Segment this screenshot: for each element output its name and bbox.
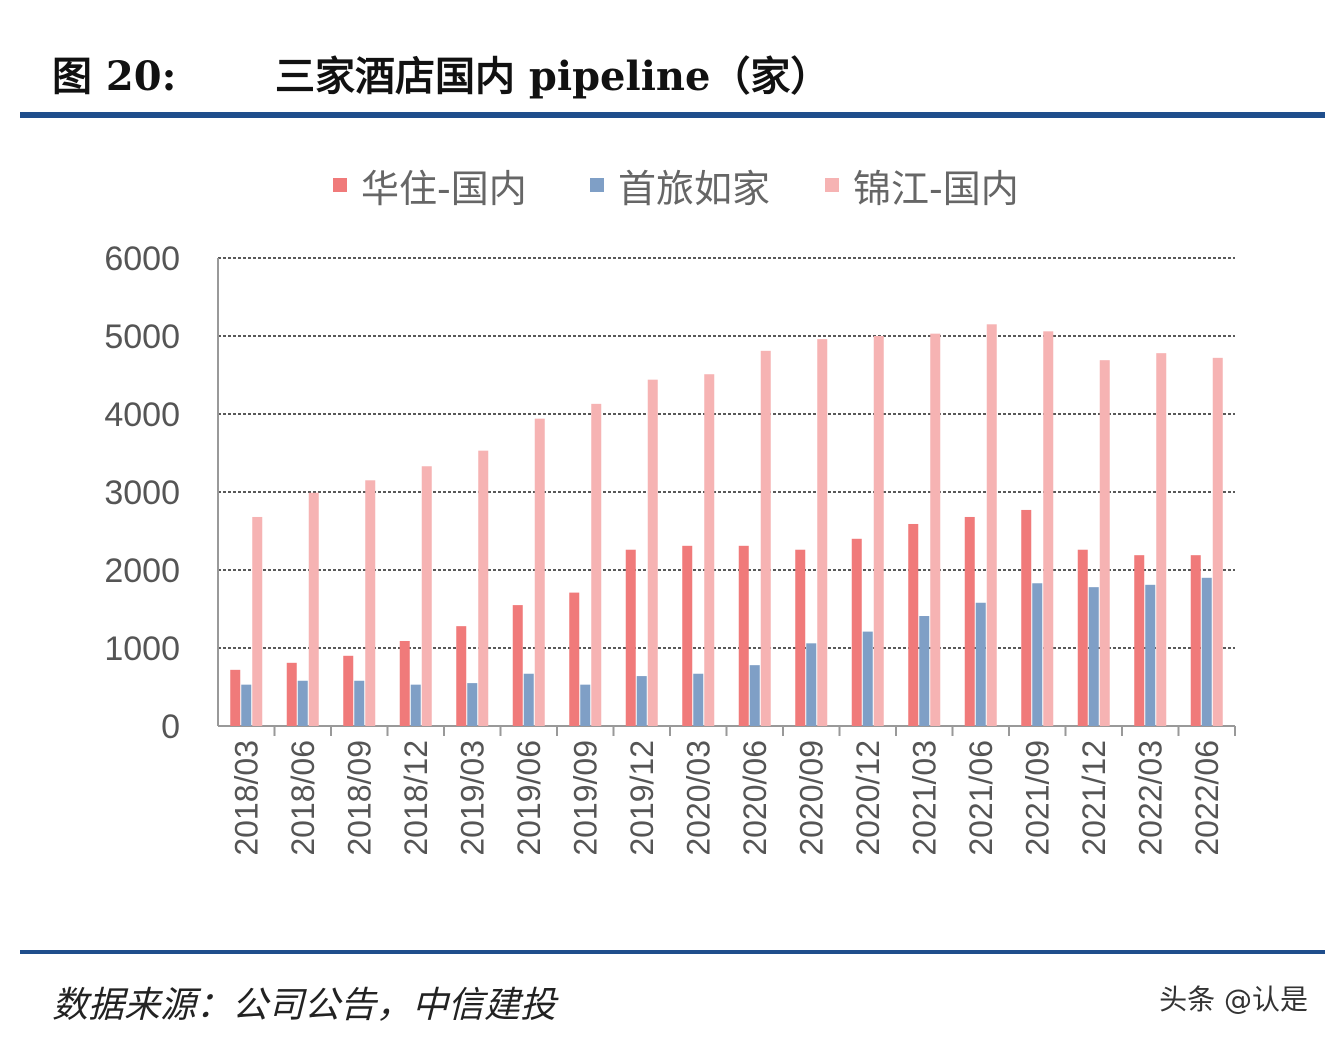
bar-1 bbox=[467, 683, 478, 726]
legend-swatch bbox=[825, 178, 839, 192]
bar-1 bbox=[1145, 584, 1156, 726]
top-divider bbox=[20, 112, 1325, 118]
bar-2 bbox=[930, 333, 941, 726]
watermark: 头条 @认是 bbox=[1159, 983, 1308, 1016]
bar-2 bbox=[534, 418, 545, 726]
bar-2 bbox=[365, 480, 376, 726]
bar-0 bbox=[738, 545, 749, 726]
bar-1 bbox=[636, 676, 647, 726]
y-tick-label: 6000 bbox=[104, 240, 180, 278]
x-tick-label: 2020/03 bbox=[680, 740, 716, 856]
y-tick-label: 0 bbox=[161, 708, 180, 746]
x-tick-label: 2021/09 bbox=[1019, 740, 1055, 856]
x-tick-label: 2018/09 bbox=[341, 740, 377, 856]
bar-0 bbox=[1190, 555, 1201, 726]
bar-0 bbox=[569, 592, 580, 726]
bar-0 bbox=[286, 662, 297, 726]
x-tick-label: 2019/09 bbox=[567, 740, 603, 856]
bar-1 bbox=[297, 680, 308, 726]
bar-2 bbox=[647, 379, 658, 726]
bar-2 bbox=[252, 516, 263, 726]
x-tick-label: 2021/03 bbox=[906, 740, 942, 856]
chart-title: 三家酒店国内 pipeline（家） bbox=[275, 53, 831, 100]
bar-1 bbox=[1032, 583, 1043, 726]
bar-1 bbox=[410, 684, 421, 726]
bar-0 bbox=[851, 538, 862, 726]
bar-2 bbox=[704, 374, 715, 726]
bar-1 bbox=[1088, 587, 1099, 726]
legend-swatch bbox=[590, 178, 604, 192]
bar-0 bbox=[795, 549, 806, 726]
bar-1 bbox=[975, 602, 986, 726]
bar-1 bbox=[580, 684, 591, 726]
x-tick-label: 2021/12 bbox=[1076, 740, 1112, 856]
bar-0 bbox=[399, 640, 410, 726]
bar-2 bbox=[1156, 353, 1167, 726]
bar-1 bbox=[1201, 577, 1212, 726]
bar-2 bbox=[1099, 360, 1110, 726]
x-tick-label: 2022/03 bbox=[1132, 740, 1168, 856]
x-tick-label: 2018/06 bbox=[285, 740, 321, 856]
y-tick-label: 1000 bbox=[104, 630, 180, 668]
bar-0 bbox=[908, 523, 919, 726]
bar-2 bbox=[760, 350, 771, 726]
x-tick-label: 2019/03 bbox=[454, 740, 490, 856]
bar-1 bbox=[523, 673, 534, 726]
x-tick-label: 2018/03 bbox=[228, 740, 264, 856]
bar-1 bbox=[862, 631, 873, 726]
x-tick-label: 2019/12 bbox=[624, 740, 660, 856]
bar-2 bbox=[1212, 357, 1223, 726]
bar-0 bbox=[1021, 509, 1032, 726]
legend-label: 锦江-国内 bbox=[853, 167, 1019, 211]
y-tick-label: 4000 bbox=[104, 396, 180, 434]
legend-label: 华住-国内 bbox=[361, 167, 527, 211]
bar-2 bbox=[478, 450, 489, 726]
x-tick-label: 2020/12 bbox=[850, 740, 886, 856]
bar-1 bbox=[354, 680, 365, 726]
bar-2 bbox=[986, 324, 997, 726]
bar-0 bbox=[343, 655, 354, 726]
bottom-divider bbox=[20, 950, 1325, 954]
x-tick-label: 2022/06 bbox=[1189, 740, 1225, 856]
bar-0 bbox=[512, 605, 523, 726]
x-tick-label: 2018/12 bbox=[398, 740, 434, 856]
y-tick-label: 3000 bbox=[104, 474, 180, 512]
bar-2 bbox=[421, 466, 432, 726]
bar-1 bbox=[919, 616, 930, 726]
y-tick-label: 5000 bbox=[104, 318, 180, 356]
bar-0 bbox=[456, 626, 467, 726]
bar-0 bbox=[1134, 555, 1145, 726]
bar-1 bbox=[749, 665, 760, 726]
legend-label: 首旅如家 bbox=[618, 167, 770, 211]
bar-2 bbox=[873, 336, 884, 726]
bar-0 bbox=[625, 549, 636, 726]
x-tick-label: 2021/06 bbox=[963, 740, 999, 856]
bar-0 bbox=[1077, 549, 1088, 726]
figure-label: 图 20: bbox=[52, 53, 177, 100]
bar-0 bbox=[964, 516, 975, 726]
x-tick-label: 2019/06 bbox=[511, 740, 547, 856]
bar-0 bbox=[230, 669, 241, 726]
bar-2 bbox=[591, 403, 602, 726]
bar-1 bbox=[806, 643, 817, 726]
bar-0 bbox=[682, 545, 693, 726]
bar-2 bbox=[817, 339, 828, 726]
bar-1 bbox=[241, 684, 252, 726]
x-tick-label: 2020/09 bbox=[793, 740, 829, 856]
bar-2 bbox=[1043, 331, 1054, 726]
bar-2 bbox=[308, 492, 319, 726]
x-tick-label: 2020/06 bbox=[737, 740, 773, 856]
y-tick-label: 2000 bbox=[104, 552, 180, 590]
source-note: 数据来源：公司公告，中信建投 bbox=[52, 985, 557, 1026]
bar-1 bbox=[693, 673, 704, 726]
legend-swatch bbox=[333, 178, 347, 192]
